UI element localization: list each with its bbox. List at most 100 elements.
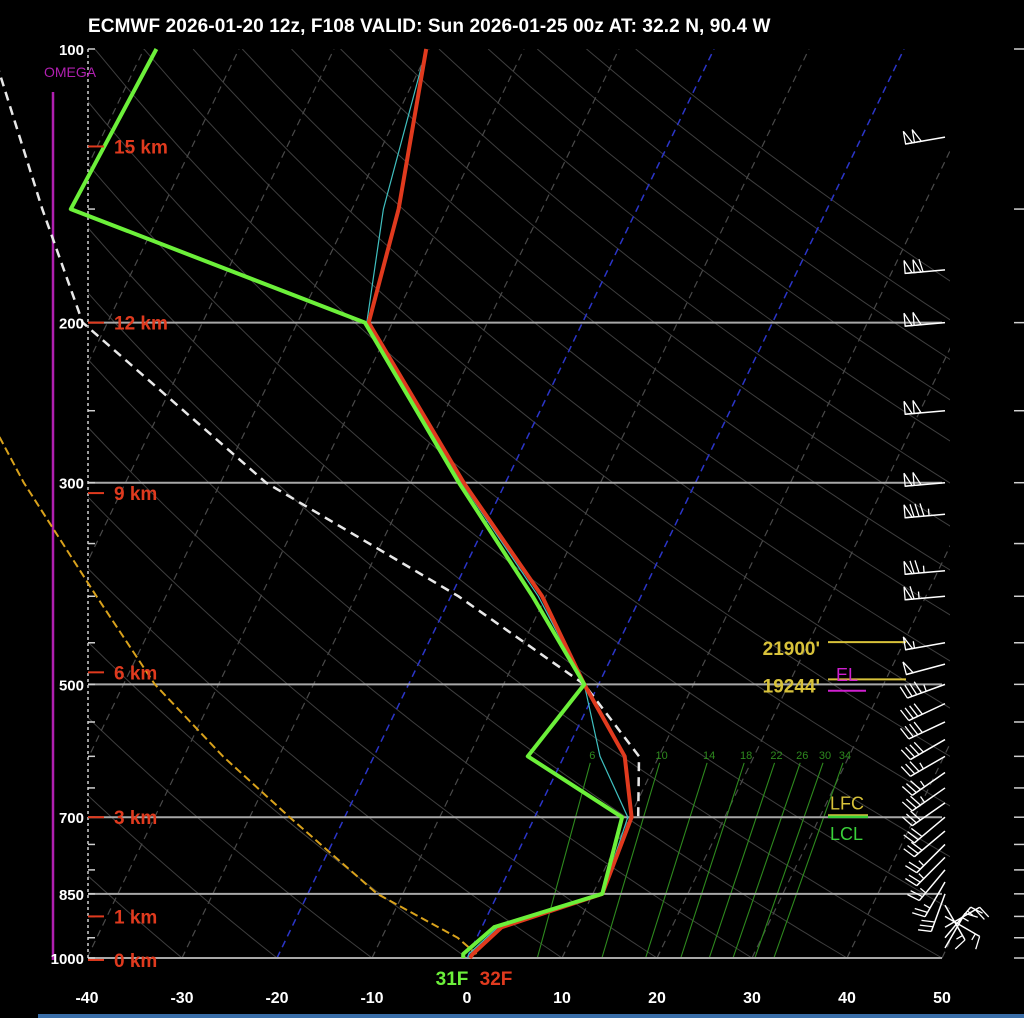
wind-barb: [903, 400, 946, 415]
dry-adiabat: [635, 49, 950, 282]
wind-barb-half-feather: [971, 933, 976, 941]
pressure-label: 500: [59, 677, 84, 694]
height-label: 6 km: [114, 663, 157, 684]
wind-barb: [903, 503, 946, 519]
wind-barb-feather: [913, 703, 923, 715]
wind-barb: [903, 258, 946, 275]
wind-barb-flag: [911, 129, 923, 144]
dry-adiabat: [192, 49, 950, 662]
isotherms: [88, 49, 950, 959]
dry-adiabat: [438, 49, 950, 442]
temperature-tick-label: -10: [360, 990, 383, 1007]
wind-barb-feather: [900, 766, 911, 777]
wind-barb-feather: [954, 939, 966, 950]
wind-barb-feather: [914, 907, 928, 913]
parcel-trace: [0, 70, 641, 818]
profile-layer: [0, 48, 641, 960]
height-label: 15 km: [114, 137, 168, 158]
mixing-ratio-label: 10: [655, 750, 667, 762]
mixing-ratio-line: [773, 762, 844, 959]
wind-barb-half-feather: [917, 591, 920, 599]
wind-barb: [901, 802, 946, 827]
wind-barb-feather: [908, 861, 921, 870]
pressure-label: 850: [59, 887, 84, 904]
wind-barb-feather: [910, 827, 923, 837]
wind-barb-feather: [905, 783, 917, 794]
bottom-scroll-edge: [38, 1014, 1024, 1018]
wind-barb-flag: [903, 586, 914, 601]
wind-barb-feather: [904, 684, 913, 697]
dry-adiabat: [88, 426, 753, 959]
wind-barb-staff: [908, 702, 946, 722]
wind-barb-feather: [907, 893, 920, 902]
wind-barb-feather: [913, 681, 923, 694]
mixing-ratio-label: 30: [819, 750, 831, 762]
wind-barb-feather: [908, 874, 921, 883]
wind-barb: [903, 816, 946, 844]
mixing-ratio-label: 22: [770, 750, 782, 762]
wind-barb-flag: [912, 400, 923, 415]
wind-barb-staff: [911, 787, 946, 812]
wind-barb-half-feather: [918, 873, 925, 880]
dry-adiabat: [143, 49, 950, 709]
isotherm-line: [371, 49, 810, 959]
wind-barb-feather: [910, 841, 923, 851]
wind-barb-feather: [913, 721, 923, 733]
wind-barb-half-feather: [956, 935, 963, 940]
mixing-ratio-label: 18: [740, 750, 752, 762]
wind-barb-feather: [905, 865, 918, 874]
isotherm-line: [941, 939, 950, 959]
surface-temperature-label: 32F: [480, 969, 513, 990]
wind-barb: [944, 906, 983, 939]
height-label: 0 km: [114, 951, 157, 972]
wind-barb-feather: [901, 801, 913, 812]
temperature-tick-label: 10: [553, 990, 571, 1007]
wind-barb-half-feather: [927, 508, 930, 516]
wind-barb: [903, 830, 946, 858]
wind-barb-half-feather: [967, 910, 974, 916]
wind-barb-feather: [910, 780, 921, 791]
wind-barb-staff: [909, 755, 946, 777]
wind-barb-half-feather: [919, 796, 926, 803]
wind-barb: [905, 843, 946, 874]
wind-barb: [900, 738, 946, 761]
pressure-label: 700: [59, 810, 84, 827]
wind-barb-feather: [964, 912, 978, 918]
wind-barb-staff: [911, 771, 946, 797]
omega-label: OMEGA: [44, 64, 97, 80]
temperature-tick-label: -30: [170, 990, 193, 1007]
wind-barb-flag: [902, 636, 914, 651]
wind-barb-feather: [910, 810, 921, 821]
temperature-trace: [366, 48, 634, 960]
isotherm-line: [846, 742, 950, 959]
wind-barb-feather: [905, 746, 916, 758]
wind-barb-half-feather: [919, 780, 926, 788]
wind-barb: [903, 560, 946, 576]
wind-barb: [907, 869, 946, 902]
wind-barb: [944, 912, 978, 949]
mixing-ratio-line: [601, 762, 661, 959]
wind-barb: [912, 881, 946, 918]
wind-barb-half-feather: [912, 641, 916, 649]
wind-barb-feather: [905, 813, 917, 824]
wind-barb-staff: [911, 802, 946, 827]
surface-dewpoint-label: 31F: [436, 969, 469, 990]
wind-barb: [903, 472, 946, 487]
wind-barb-flag: [912, 472, 923, 487]
wind-barb-half-feather: [962, 917, 969, 922]
el-label: EL: [836, 665, 858, 685]
temperature-tick-label: -20: [265, 990, 288, 1007]
wind-barb-feather: [909, 705, 919, 717]
wind-barb: [917, 893, 946, 933]
isotherm-line: [276, 49, 715, 959]
mixing-ratio-line: [680, 762, 745, 959]
wind-barb-feather: [907, 844, 919, 855]
isotherm-line: [88, 49, 240, 365]
wind-barb-feather: [905, 798, 917, 809]
wind-barb-staff: [913, 816, 946, 844]
wind-barb-layer: [899, 129, 990, 950]
mixing-ratio-label: 26: [796, 750, 808, 762]
wind-barb: [901, 771, 946, 797]
dry-adiabat: [389, 49, 950, 484]
